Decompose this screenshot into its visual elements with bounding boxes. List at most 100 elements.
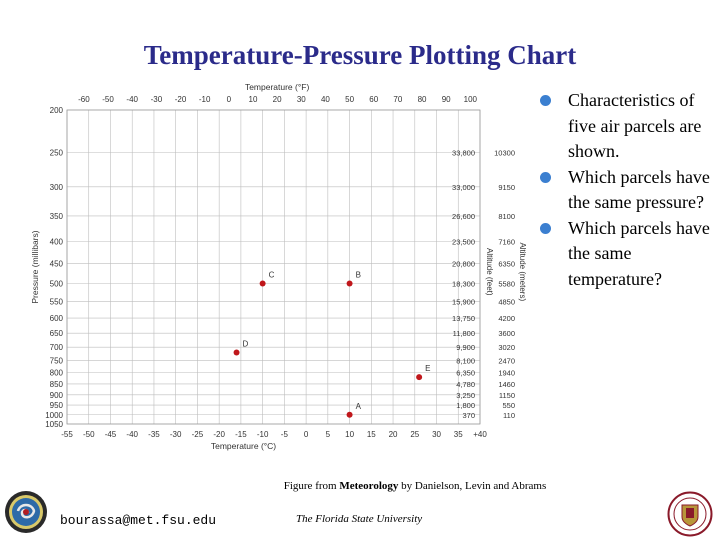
altitude-meters-label: 2470 bbox=[498, 356, 515, 365]
parcel-point-b bbox=[346, 280, 353, 287]
altitude-feet-label: 23,500 bbox=[452, 237, 475, 246]
y-tick-label: 450 bbox=[50, 260, 64, 269]
altitude-feet-label: 4,780 bbox=[456, 380, 475, 389]
altitude-meters-label: 1940 bbox=[498, 369, 515, 378]
y-tick-label: 200 bbox=[50, 106, 64, 115]
altitude-meters-label: 4200 bbox=[498, 314, 515, 323]
altitude-feet-label: 8,100 bbox=[456, 356, 475, 365]
x2-tick-label: -20 bbox=[175, 95, 187, 104]
parcel-label-d: D bbox=[243, 340, 249, 349]
y3-axis-title: Altitude (meters) bbox=[518, 242, 527, 301]
altitude-feet-label: 15,900 bbox=[452, 298, 475, 307]
altitude-meters-label: 7160 bbox=[498, 237, 515, 246]
x2-tick-label: -60 bbox=[78, 95, 90, 104]
chart-points: A B C D E bbox=[233, 271, 430, 418]
parcel-label-e: E bbox=[425, 364, 430, 373]
bullet-dot-icon bbox=[540, 95, 551, 106]
x-tick-label: -35 bbox=[148, 430, 160, 439]
altitude-feet-label: 11,800 bbox=[453, 329, 475, 338]
x2-tick-label: 100 bbox=[464, 95, 478, 104]
footer-email: bourassa@met.fsu.edu bbox=[60, 513, 217, 528]
y-tick-label: 350 bbox=[50, 212, 64, 221]
caption-suffix: by Danielson, Levin and Abrams bbox=[398, 480, 547, 492]
x2-tick-label: 0 bbox=[227, 95, 232, 104]
parcel-point-a bbox=[346, 411, 353, 418]
x-tick-label: -20 bbox=[213, 430, 225, 439]
altitude-meters-label: 3020 bbox=[498, 343, 515, 352]
chart-axes: -55 -50 -45 -40 -35 -30 -25 -20 -15 -10 -5 0 5 10 15 20… bbox=[30, 82, 527, 451]
x2-tick-label: -30 bbox=[151, 95, 163, 104]
altitude-meters-label: 5580 bbox=[498, 280, 515, 289]
x-tick-label: -45 bbox=[105, 430, 117, 439]
x-tick-label: -50 bbox=[83, 430, 95, 439]
x-tick-label: 15 bbox=[367, 430, 376, 439]
x-tick-label: +40 bbox=[473, 430, 487, 439]
x-tick-label: 20 bbox=[389, 430, 398, 439]
caption-book-title: Meteorology bbox=[339, 480, 399, 492]
bullet-item: Characteristics of five air parcels are … bbox=[540, 88, 720, 165]
bullet-item: Which parcels have the same pressure? bbox=[540, 165, 720, 216]
altitude-meters-label: 1150 bbox=[499, 391, 515, 400]
y-axis-title: Pressure (millibars) bbox=[30, 230, 40, 303]
altitude-meters-label: 1460 bbox=[498, 380, 515, 389]
altitude-feet-label: 3,250 bbox=[456, 391, 475, 400]
altitude-feet-label: 33,000 bbox=[452, 183, 475, 192]
bullet-text: Which parcels have the same temperature? bbox=[568, 217, 710, 289]
fsu-meteorology-logo bbox=[5, 491, 47, 533]
parcel-point-e bbox=[416, 374, 423, 381]
y-tick-label: 650 bbox=[50, 329, 64, 338]
x2-tick-label: -10 bbox=[199, 95, 211, 104]
parcel-label-a: A bbox=[356, 402, 362, 411]
y-tick-label: 1050 bbox=[45, 420, 63, 429]
parcel-label-c: C bbox=[269, 271, 275, 280]
altitude-feet-label: 1,800 bbox=[456, 401, 475, 410]
bullet-text: Characteristics of five air parcels are … bbox=[568, 90, 702, 161]
x2-tick-label: 50 bbox=[345, 95, 354, 104]
x-tick-label: -5 bbox=[281, 430, 289, 439]
figure-caption: Figure from Meteorology by Danielson, Le… bbox=[240, 480, 590, 492]
x2-tick-label: 80 bbox=[418, 95, 427, 104]
slide-title: Temperature-Pressure Plotting Chart bbox=[143, 40, 577, 70]
y-tick-label: 550 bbox=[50, 298, 64, 307]
parcel-point-c bbox=[259, 280, 266, 287]
x2-tick-label: 90 bbox=[442, 95, 451, 104]
y-tick-label: 400 bbox=[50, 237, 64, 246]
x2-tick-label: -50 bbox=[102, 95, 114, 104]
chart-grid bbox=[66, 109, 481, 425]
x-tick-label: -55 bbox=[61, 430, 73, 439]
altitude-meters-label: 9150 bbox=[498, 183, 515, 192]
y-tick-label: 800 bbox=[50, 369, 64, 378]
x-tick-label: 10 bbox=[345, 430, 354, 439]
y-tick-label: 950 bbox=[50, 401, 64, 410]
altitude-meters-label: 110 bbox=[503, 411, 515, 420]
x-tick-label: -15 bbox=[235, 430, 247, 439]
x2-tick-label: 40 bbox=[321, 95, 330, 104]
parcel-label-b: B bbox=[356, 271, 361, 280]
x-tick-label: -25 bbox=[192, 430, 204, 439]
x-axis-title: Temperature (°C) bbox=[211, 441, 276, 451]
x2-tick-label: 20 bbox=[273, 95, 282, 104]
altitude-feet-label: 370 bbox=[462, 411, 475, 420]
x-tick-label: -10 bbox=[257, 430, 269, 439]
y2-axis-title: Altitude (feet) bbox=[485, 248, 494, 296]
x-tick-label: 25 bbox=[410, 430, 419, 439]
altitude-feet-label: 9,900 bbox=[456, 343, 475, 352]
x2-tick-label: 70 bbox=[393, 95, 402, 104]
y-tick-label: 1000 bbox=[45, 411, 63, 420]
x2-tick-label: 60 bbox=[369, 95, 378, 104]
parcel-point-d bbox=[233, 349, 240, 356]
y-tick-label: 700 bbox=[50, 343, 64, 352]
y-tick-label: 250 bbox=[50, 148, 64, 157]
altitude-meters-label: 550 bbox=[502, 401, 515, 410]
x-tick-label: 30 bbox=[432, 430, 441, 439]
bullet-dot-icon bbox=[540, 222, 551, 234]
caption-prefix: Figure from bbox=[283, 480, 340, 492]
y-tick-label: 850 bbox=[50, 380, 64, 389]
x-tick-label: -30 bbox=[170, 430, 182, 439]
altitude-meters-label: 8100 bbox=[498, 212, 515, 221]
x2-tick-label: -40 bbox=[126, 95, 138, 104]
x-tick-label: -40 bbox=[126, 430, 138, 439]
y-tick-label: 500 bbox=[50, 280, 64, 289]
altitude-meters-label: 10300 bbox=[494, 148, 515, 157]
plot-frame bbox=[66, 109, 481, 425]
